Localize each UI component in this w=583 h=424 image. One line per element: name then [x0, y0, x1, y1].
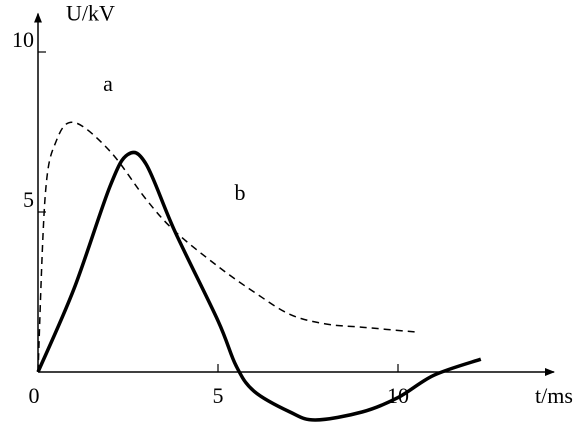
- y-tick-label: 10: [12, 27, 34, 52]
- y-tick-label: 5: [23, 187, 34, 212]
- y-axis-label: U/kV: [66, 1, 115, 26]
- line-series: [37, 121, 417, 373]
- line-series: [36, 150, 482, 422]
- x-tick-label: 10: [387, 383, 409, 408]
- x-axis-label: t/ms: [535, 383, 573, 408]
- annotation: b: [235, 180, 246, 205]
- x-tick-label: 5: [213, 383, 224, 408]
- annotation: a: [103, 71, 113, 96]
- x-tick-label: 0: [29, 383, 40, 408]
